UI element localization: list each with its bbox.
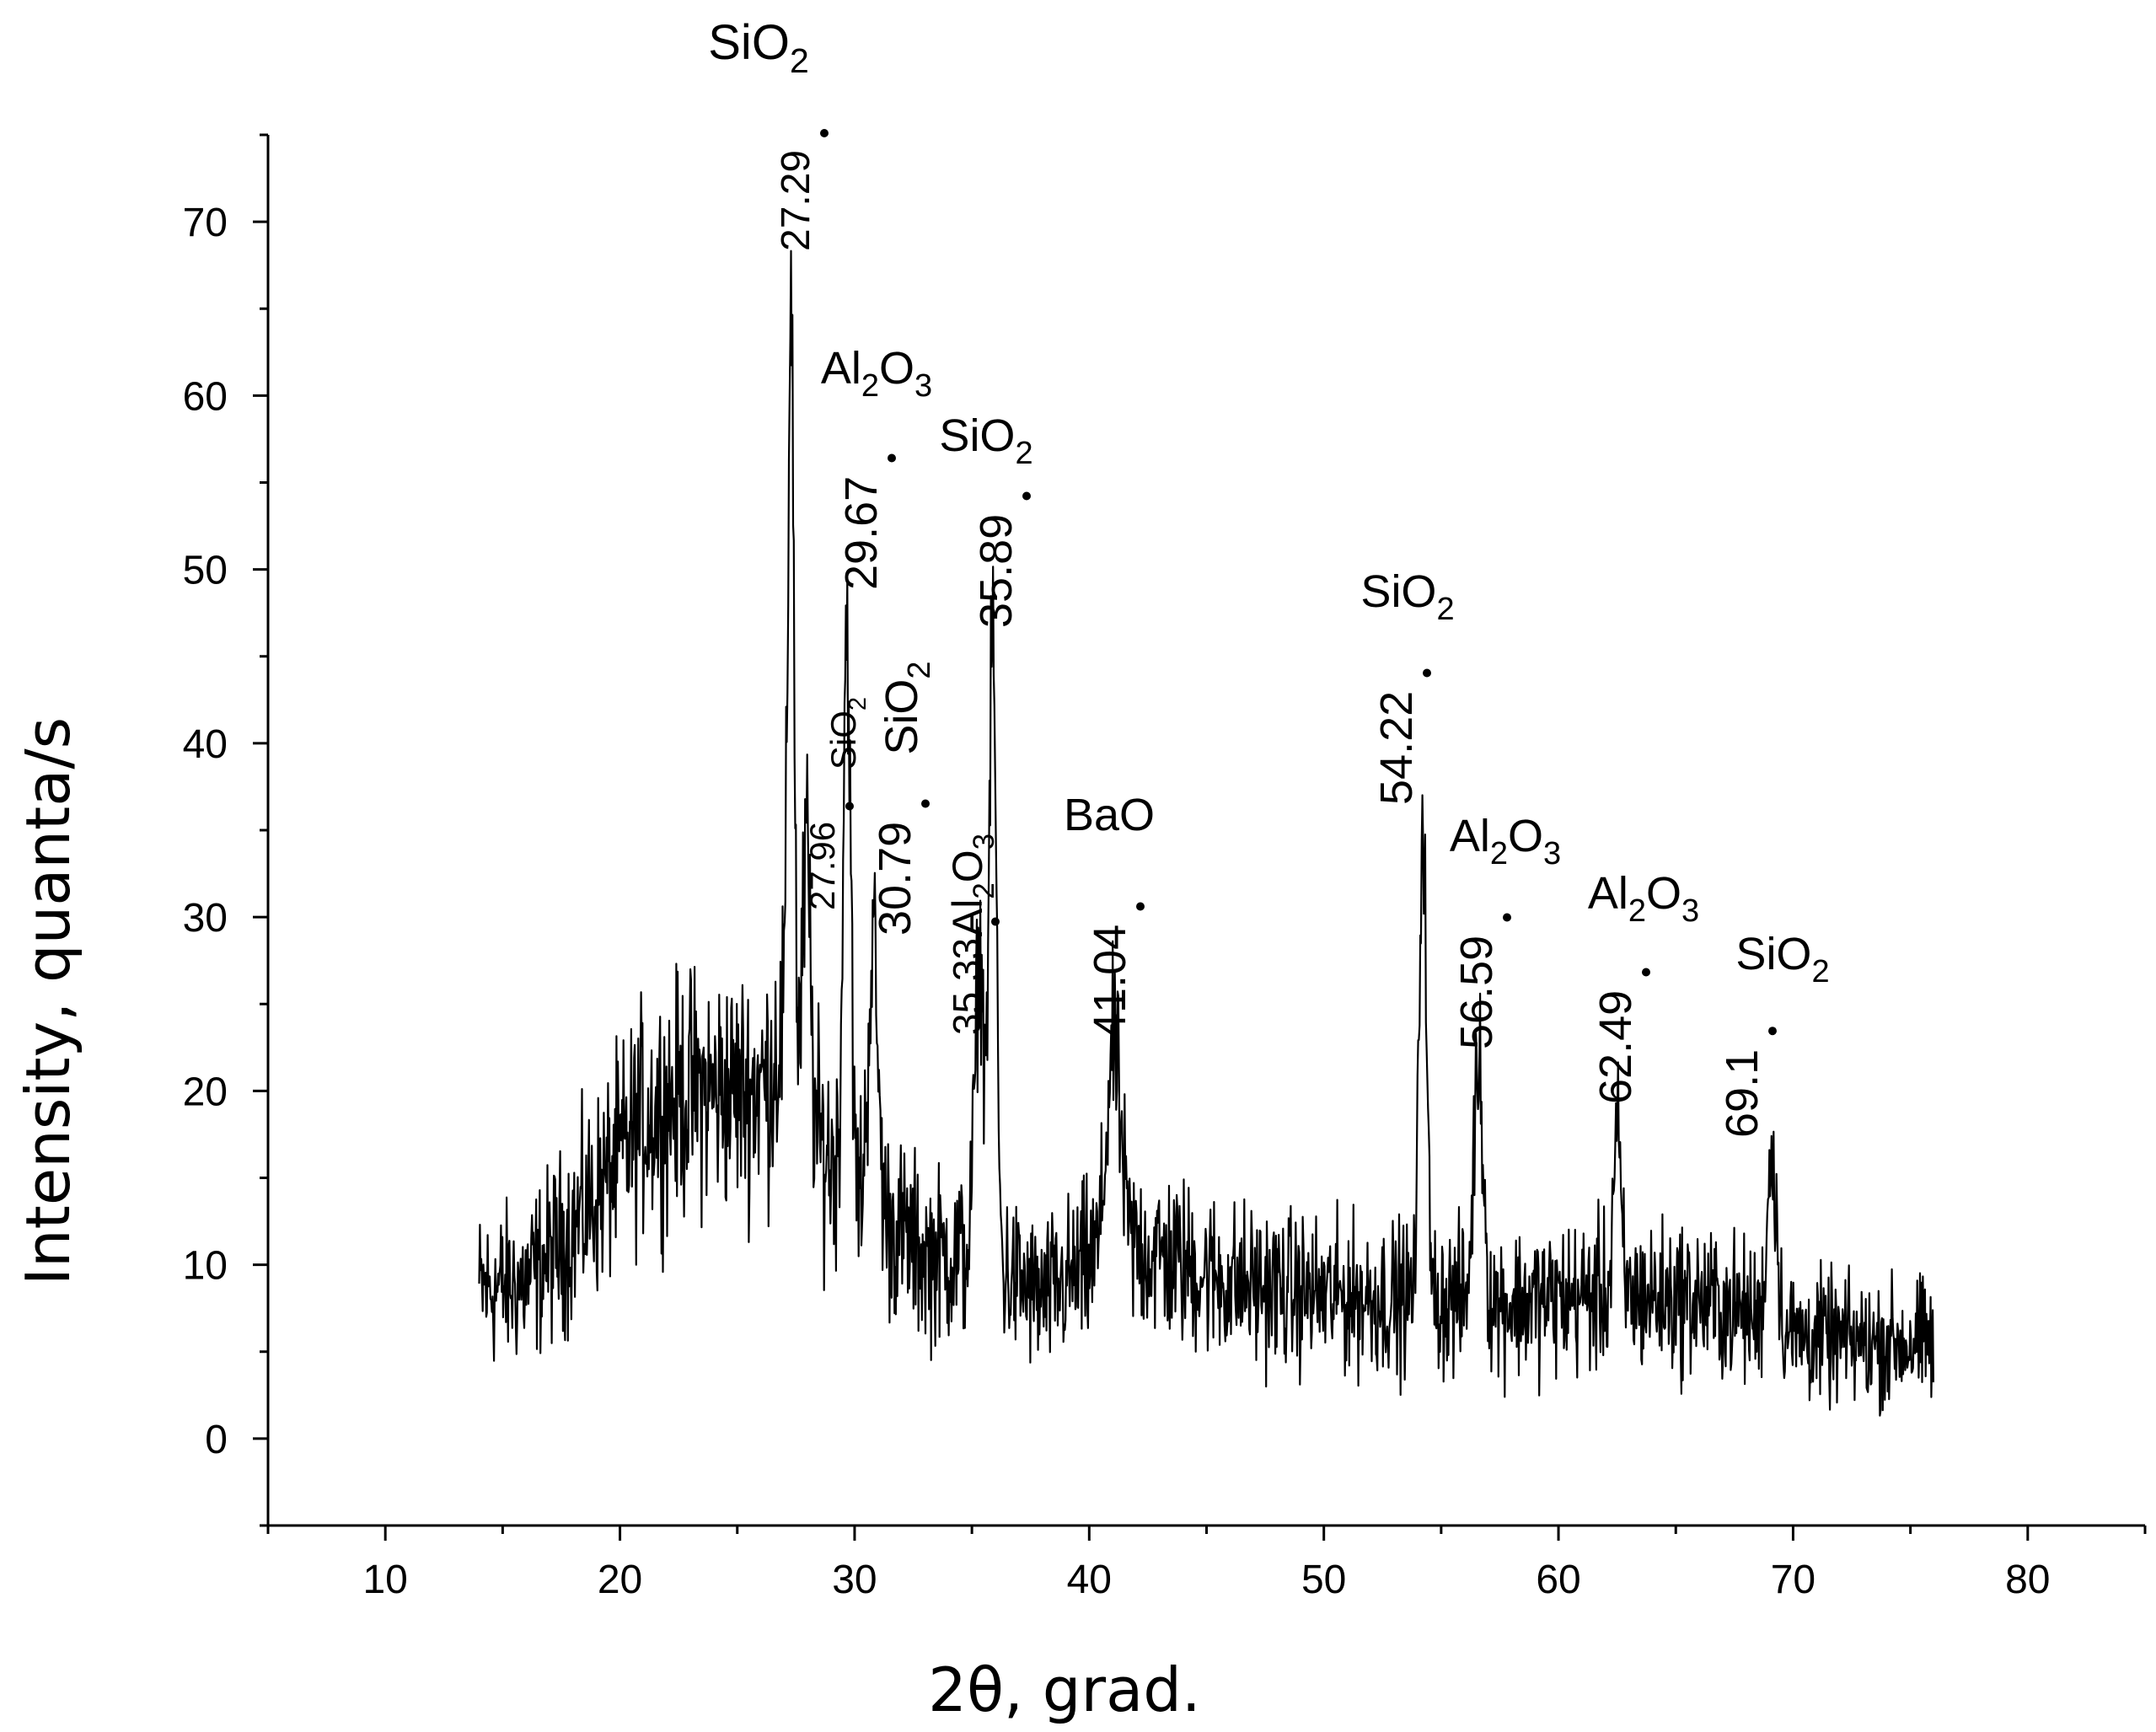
axes-layer: 0 10 20 30 40 50 60 70 10 20 30 40 50 60 70 80: [183, 133, 2147, 1602]
peak-annotation: 29.67 Al2O3: [821, 343, 932, 590]
formula-part: Al: [1588, 868, 1628, 919]
formula-part: SiO: [1735, 929, 1811, 979]
peak-position-label: 27.29: [774, 150, 818, 251]
peak-annotation: 41.04 BaO: [1064, 790, 1155, 1038]
series-layer: [478, 249, 1934, 1417]
peak-position-label: 69.1: [1717, 1049, 1767, 1138]
formula-part: O: [944, 850, 991, 882]
peak-marker-dot: [1503, 913, 1511, 922]
subscript: 3: [968, 834, 1000, 850]
peak-phase-label: SiO2: [877, 661, 937, 754]
subscript: 3: [1543, 836, 1561, 871]
formula-part: Al: [1450, 811, 1490, 861]
peak-position-label: 29.67: [836, 476, 887, 590]
peak-annotation: 35.89 SiO2: [939, 410, 1032, 628]
subscript: 2: [861, 368, 879, 404]
peak-annotation: 27.96 SiO2: [802, 697, 872, 910]
peak-position-label: 54.22: [1371, 691, 1422, 805]
formula-part: SiO: [939, 410, 1015, 461]
diffraction-series-line: [478, 249, 1934, 1417]
peak-position-label: 56.59: [1451, 936, 1502, 1049]
formula-part: SiO: [1360, 566, 1436, 617]
subscript: 2: [1436, 592, 1454, 627]
subscript: 2: [1015, 436, 1032, 471]
peak-marker-dot: [1423, 668, 1431, 678]
peak-phase-label: Al2O3: [1450, 811, 1561, 871]
y-axis-title: Intensity, quanta/s: [13, 717, 83, 1285]
y-tick-label: 20: [183, 1070, 228, 1114]
y-tick-label: 0: [205, 1418, 228, 1462]
annotation-layer: 27.29SiO227.96SiO229.67Al2O330.79SiO235.…: [708, 15, 1829, 1138]
subscript: 3: [914, 368, 932, 404]
x-tick-label: 80: [2005, 1558, 2050, 1602]
y-tick-label: 50: [183, 549, 228, 593]
x-tick-label: 60: [1536, 1558, 1580, 1602]
peak-position-label: 27.96: [802, 822, 842, 910]
formula-part: BaO: [1064, 790, 1155, 840]
formula-part: Al: [944, 899, 991, 936]
peak-marker-dot: [991, 917, 1000, 926]
y-tick-label: 60: [183, 374, 228, 419]
subscript: 2: [1811, 954, 1829, 989]
subscript: 2: [968, 882, 1000, 898]
x-tick-label: 50: [1301, 1558, 1346, 1602]
peak-position-label: 35.33: [945, 938, 989, 1035]
peak-marker-dot: [1136, 902, 1145, 911]
peak-position-label: 35.89: [971, 514, 1022, 628]
peak-marker-dot: [1642, 968, 1650, 977]
subscript: 2: [845, 697, 872, 710]
formula-part: SiO: [877, 679, 927, 755]
x-tick-label: 30: [832, 1558, 877, 1602]
peak-annotation: 62.49 Al2O3: [1588, 868, 1699, 1104]
peak-marker-dot: [1022, 491, 1031, 501]
peak-position-label: 30.79: [870, 822, 920, 936]
y-tick-label: 30: [183, 896, 228, 941]
x-axis-title: 2θ, grad.: [928, 1654, 1201, 1725]
subscript: 2: [902, 661, 937, 678]
formula-part: Al: [821, 343, 861, 394]
formula-part: O: [1508, 811, 1543, 861]
peak-phase-label: SiO2: [823, 697, 872, 769]
peak-position-label: 62.49: [1590, 990, 1641, 1104]
peak-phase-label: SiO2: [939, 410, 1032, 471]
peak-phase-label: Al2O3: [1588, 868, 1699, 929]
peak-phase-label: SiO2: [708, 15, 809, 80]
peak-annotation: 54.22 SiO2: [1360, 566, 1454, 805]
peak-position-label: 41.04: [1085, 925, 1135, 1038]
subscript: 2: [1628, 893, 1646, 929]
formula-part: SiO: [823, 710, 863, 769]
peak-phase-label: Al2O3: [944, 834, 1000, 936]
formula-part: O: [1646, 868, 1681, 919]
x-tick-label: 70: [1771, 1558, 1815, 1602]
formula-part: O: [879, 343, 914, 394]
peak-annotation: 27.29 SiO2: [708, 15, 829, 251]
x-tick-label: 10: [362, 1558, 407, 1602]
peak-marker-dot: [1768, 1027, 1777, 1036]
formula-part: SiO: [708, 15, 790, 70]
peak-marker-dot: [921, 799, 930, 808]
peak-annotation: 56.59 Al2O3: [1450, 811, 1561, 1049]
peak-marker-dot: [888, 453, 896, 463]
peak-annotation: 69.1 SiO2: [1717, 929, 1830, 1138]
peak-phase-label: BaO: [1064, 790, 1155, 840]
y-tick-label: 40: [183, 722, 228, 767]
peak-annotation: 30.79 SiO2: [870, 661, 937, 936]
subscript: 2: [790, 41, 809, 80]
peak-phase-label: SiO2: [1735, 929, 1829, 989]
x-tick-label: 40: [1067, 1558, 1112, 1602]
peak-marker-dot: [820, 129, 829, 137]
peak-phase-label: Al2O3: [821, 343, 932, 404]
subscript: 3: [1681, 893, 1699, 929]
x-tick-label: 20: [598, 1558, 642, 1602]
peak-phase-label: SiO2: [1360, 566, 1454, 627]
y-tick-label: 70: [183, 201, 228, 245]
peak-marker-dot: [845, 802, 854, 811]
subscript: 2: [1490, 836, 1508, 871]
y-tick-label: 10: [183, 1244, 228, 1289]
